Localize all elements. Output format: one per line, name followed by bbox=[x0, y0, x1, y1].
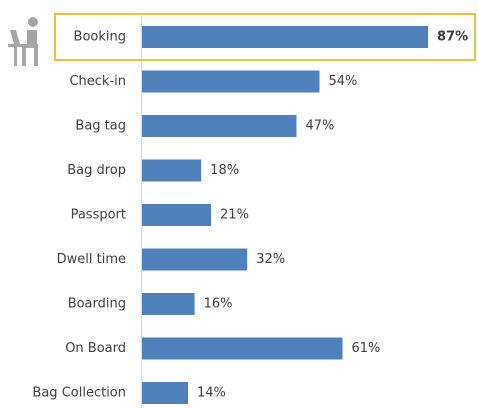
category-label: Check-in bbox=[69, 74, 126, 89]
value-label: 14% bbox=[197, 386, 226, 401]
category-label: On Board bbox=[65, 341, 126, 356]
value-label: 47% bbox=[306, 119, 335, 134]
category-label: Passport bbox=[71, 208, 126, 223]
category-label: Bag Collection bbox=[32, 386, 126, 401]
value-label: 21% bbox=[220, 208, 249, 223]
bar bbox=[142, 70, 320, 93]
category-label: Booking bbox=[74, 30, 126, 45]
bar bbox=[142, 26, 428, 48]
category-label: Dwell time bbox=[57, 252, 126, 267]
value-label: 87% bbox=[437, 30, 468, 45]
bar bbox=[142, 248, 248, 271]
value-label: 61% bbox=[352, 341, 381, 356]
category-label: Boarding bbox=[68, 297, 126, 312]
category-label: Bag drop bbox=[67, 163, 126, 178]
category-label: Bag tag bbox=[75, 119, 126, 134]
value-label: 16% bbox=[204, 297, 233, 312]
bar bbox=[142, 204, 212, 226]
bar bbox=[142, 382, 189, 404]
bar bbox=[142, 337, 343, 360]
value-label: 54% bbox=[329, 74, 358, 89]
value-label: 32% bbox=[256, 252, 285, 267]
bar bbox=[142, 115, 297, 137]
highlight-box bbox=[54, 13, 476, 61]
bar bbox=[142, 159, 202, 182]
person-icon bbox=[8, 17, 38, 66]
value-label: 18% bbox=[210, 163, 239, 178]
bar bbox=[142, 293, 195, 315]
